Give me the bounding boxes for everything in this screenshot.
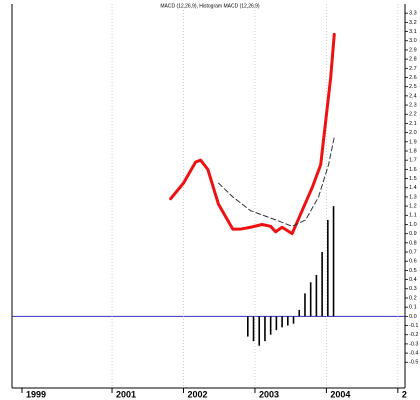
y-tick-label: 1.2 <box>409 204 417 210</box>
x-tick-label: 2003 <box>259 389 279 399</box>
y-tick-label: 3.3 <box>409 11 417 17</box>
y-tick-label: 2.4 <box>409 93 417 99</box>
x-tick-label: 2 <box>402 389 407 399</box>
y-tick-label: 1.7 <box>409 158 417 164</box>
y-tick-label: -0.4 <box>409 351 418 357</box>
y-tick-label: 2.5 <box>409 84 417 90</box>
y-tick-label: 1.6 <box>409 167 417 173</box>
y-tick-label: 0.5 <box>409 268 417 274</box>
y-tick-label: 3.2 <box>409 20 417 26</box>
x-start-label: 1999 <box>26 389 46 399</box>
y-tick-label: 0.8 <box>409 240 417 246</box>
y-tick-label: 0.4 <box>409 277 417 283</box>
y-tick-label: 2.6 <box>409 75 417 81</box>
y-tick-label: 0.1 <box>409 305 417 311</box>
macd-line <box>169 32 336 236</box>
y-tick-label: 1.5 <box>409 176 417 182</box>
y-tick-label: 2.8 <box>409 57 417 63</box>
y-tick-label: 1.0 <box>409 222 417 228</box>
y-tick-label: 2.9 <box>409 47 417 53</box>
x-tick-label: 2001 <box>116 389 136 399</box>
y-tick-label: 3.1 <box>409 29 417 35</box>
y-tick-label: 2.0 <box>409 130 417 136</box>
y-tick-label: -0.2 <box>409 332 418 338</box>
y-tick-label: 1.8 <box>409 148 417 154</box>
y-tick-label: 1.1 <box>409 213 417 219</box>
y-tick-label: 1.3 <box>409 194 417 200</box>
y-tick-label: 0.6 <box>409 259 417 265</box>
chart-title: MACD (12,26,9), Histogram MACD (12,26,9) <box>160 3 260 9</box>
y-tick-label: 0.7 <box>409 249 417 255</box>
y-tick-label: 2.7 <box>409 66 417 72</box>
y-tick-label: 0.0 <box>409 314 417 320</box>
x-tick-label: 2002 <box>187 389 207 399</box>
y-tick-label: -0.1 <box>409 323 418 329</box>
y-tick-label: 1.9 <box>409 139 417 145</box>
y-tick-label: -0.5 <box>409 360 418 366</box>
y-tick-label: 2.1 <box>409 121 417 127</box>
y-tick-label: 0.2 <box>409 295 417 301</box>
y-tick-label: 2.2 <box>409 112 417 118</box>
y-tick-label: 2.3 <box>409 103 417 109</box>
y-tick-label: 0.9 <box>409 231 417 237</box>
x-tick-label: 2004 <box>330 389 350 399</box>
signal-line <box>218 136 335 227</box>
y-tick-label: 0.3 <box>409 286 417 292</box>
y-tick-label: 3.0 <box>409 38 417 44</box>
y-tick-label: -0.3 <box>409 341 418 347</box>
y-tick-label: 1.4 <box>409 185 417 191</box>
